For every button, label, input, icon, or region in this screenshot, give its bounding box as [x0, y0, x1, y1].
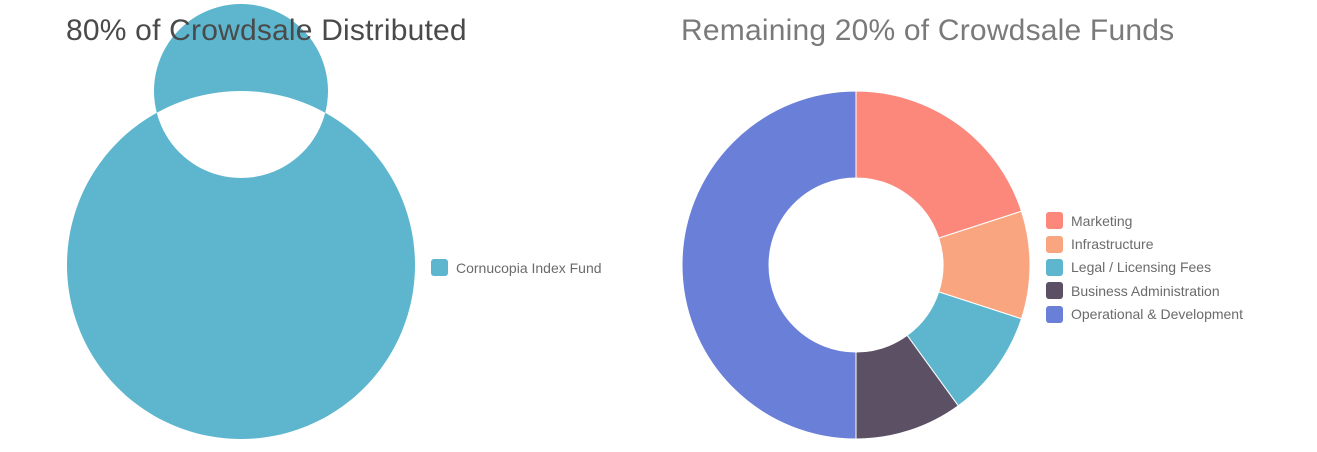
legend-swatch	[1046, 235, 1063, 253]
slice-marketing[interactable]	[855, 90, 1023, 239]
legend-swatch	[431, 259, 448, 277]
legend-distributed: Cornucopia Index Fund	[431, 256, 602, 279]
slice-operational-development[interactable]	[681, 90, 857, 440]
legend-label: Infrastructure	[1071, 236, 1154, 253]
chart-panel-distributed: 80% of Crowdsale Distributed Cornucopia …	[0, 0, 650, 452]
legend-label: Cornucopia Index Fund	[456, 259, 602, 276]
legend-swatch	[1046, 282, 1063, 300]
legend-swatch	[1046, 258, 1063, 276]
legend-swatch	[1046, 212, 1063, 230]
donut-chart-distributed	[66, 4, 415, 439]
legend-item-operational-development[interactable]: Operational & Development	[1046, 303, 1243, 326]
legend-swatch	[1046, 305, 1063, 323]
legend-label: Marketing	[1071, 212, 1133, 229]
chart-title-distributed: 80% of Crowdsale Distributed	[66, 14, 467, 47]
legend-item-business-administration[interactable]: Business Administration	[1046, 279, 1243, 302]
chart-title-remaining: Remaining 20% of Crowdsale Funds	[681, 14, 1175, 47]
slice-cornucopia-index-fund[interactable]	[66, 4, 415, 439]
legend-label: Business Administration	[1071, 282, 1220, 299]
legend-item-cornucopia-index-fund[interactable]: Cornucopia Index Fund	[431, 256, 602, 279]
chart-panel-remaining: Remaining 20% of Crowdsale Funds Marketi…	[650, 0, 1317, 452]
legend-label: Operational & Development	[1071, 306, 1243, 323]
legend-item-legal-licensing-fees[interactable]: Legal / Licensing Fees	[1046, 256, 1243, 279]
legend-item-marketing[interactable]: Marketing	[1046, 209, 1243, 232]
legend-item-infrastructure[interactable]: Infrastructure	[1046, 232, 1243, 255]
legend-label: Legal / Licensing Fees	[1071, 259, 1212, 276]
legend-remaining: Marketing Infrastructure Legal / Licensing…	[1046, 209, 1243, 326]
donut-chart-remaining	[681, 90, 1031, 440]
